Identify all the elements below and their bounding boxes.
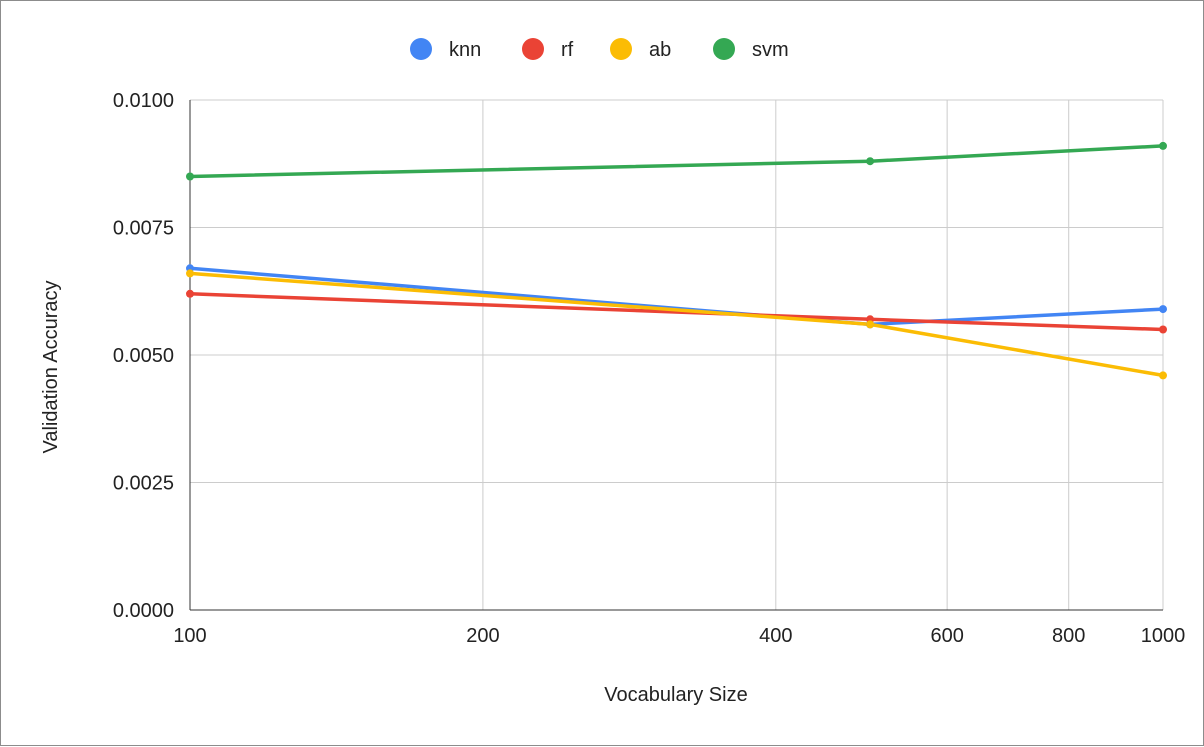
legend-marker-ab — [610, 38, 632, 60]
x-tick-label: 100 — [173, 625, 206, 647]
y-tick-label: 0.0100 — [113, 90, 174, 112]
data-point-svm — [866, 157, 875, 166]
legend-label-ab: ab — [649, 39, 671, 61]
data-point-rf — [1159, 325, 1167, 334]
x-tick-label: 800 — [1052, 625, 1085, 647]
legend-marker-knn — [410, 38, 432, 60]
y-axis-title: Validation Accuracy — [40, 280, 62, 453]
legend-marker-rf — [522, 38, 544, 60]
x-tick-label: 200 — [466, 625, 499, 647]
legend: knn rf ab svm — [410, 38, 789, 61]
x-tick-label: 1000 — [1141, 625, 1186, 647]
series-line-rf — [188, 292, 1165, 332]
data-point-ab — [866, 320, 875, 329]
data-point-svm — [1159, 141, 1167, 150]
data-point-svm — [186, 172, 194, 181]
x-axis-title: Vocabulary Size — [604, 684, 747, 706]
series-lines — [188, 144, 1165, 378]
y-tick-label: 0.0050 — [113, 345, 174, 367]
y-tick-label: 0.0075 — [113, 218, 174, 240]
grid — [190, 99, 1164, 610]
y-tick-label: 0.0000 — [113, 600, 174, 622]
legend-marker-svm — [713, 38, 735, 60]
data-point-knn — [1159, 305, 1167, 314]
legend-label-svm: svm — [752, 39, 789, 61]
x-tick-label: 400 — [759, 625, 792, 647]
axes: 0.0000 0.0025 0.0050 0.0075 0.0100 100 200 400 6… — [113, 90, 1185, 647]
y-tick-label: 0.0025 — [113, 473, 174, 495]
series-line-knn — [188, 266, 1165, 327]
data-point-rf — [186, 289, 194, 298]
legend-label-knn: knn — [449, 39, 481, 61]
x-tick-label: 600 — [930, 625, 963, 647]
data-point-ab — [186, 269, 194, 278]
series-points — [186, 141, 1167, 380]
series-line-svm — [188, 144, 1165, 179]
legend-label-rf: rf — [561, 39, 574, 61]
data-point-ab — [1159, 371, 1167, 380]
